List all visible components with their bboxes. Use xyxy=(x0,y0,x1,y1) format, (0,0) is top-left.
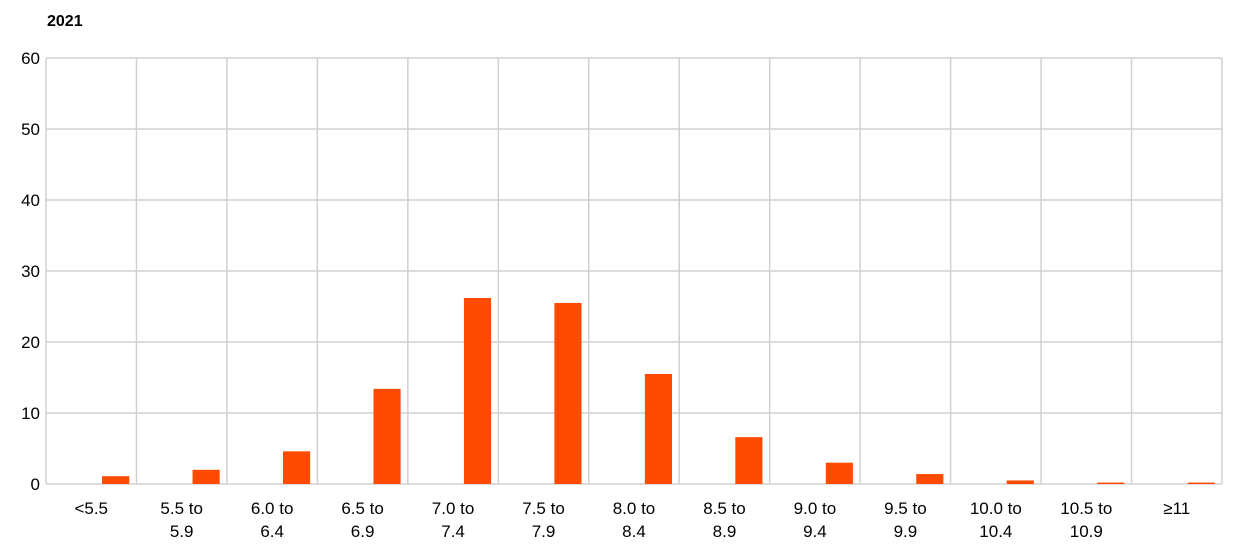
bar xyxy=(916,474,944,484)
bar xyxy=(463,297,492,484)
y-tick-label: 60 xyxy=(21,49,40,68)
bar xyxy=(1187,482,1215,484)
bar xyxy=(373,388,401,484)
bar xyxy=(1097,482,1125,484)
bar xyxy=(554,302,582,484)
x-tick-label: 7.0 to 7.4 xyxy=(432,499,475,541)
x-tick-label: 9.0 to 9.4 xyxy=(794,499,837,541)
x-tick-label: 7.5 to 7.9 xyxy=(522,499,565,541)
bar xyxy=(825,462,853,484)
bar xyxy=(283,451,311,484)
x-tick-label: 8.5 to 8.9 xyxy=(703,499,746,541)
bar xyxy=(1006,480,1034,484)
x-tick-label: ≥11 xyxy=(1163,499,1190,518)
x-tick-label: 9.5 to 9.9 xyxy=(884,499,927,541)
y-tick-label: 30 xyxy=(21,262,40,281)
bar xyxy=(735,437,763,484)
y-tick-label: 20 xyxy=(21,333,40,352)
x-tick-label: 10.0 to 10.4 xyxy=(970,499,1022,541)
bar xyxy=(644,373,672,484)
chart-title: 2021 xyxy=(47,13,83,30)
x-tick-label: 5.5 to 5.9 xyxy=(160,499,203,541)
y-tick-label: 40 xyxy=(21,191,40,210)
bar xyxy=(192,469,220,484)
bar xyxy=(102,476,130,484)
y-tick-label: 0 xyxy=(31,475,40,494)
x-tick-label: 6.0 to 6.4 xyxy=(251,499,294,541)
x-tick-label: <5.5 xyxy=(74,499,108,518)
x-tick-label: 8.0 to 8.4 xyxy=(613,499,656,541)
y-tick-label: 10 xyxy=(21,404,40,423)
x-tick-label: 10.5 to 10.9 xyxy=(1060,499,1112,541)
y-tick-label: 50 xyxy=(21,120,40,139)
x-tick-label: 6.5 to 6.9 xyxy=(341,499,384,541)
